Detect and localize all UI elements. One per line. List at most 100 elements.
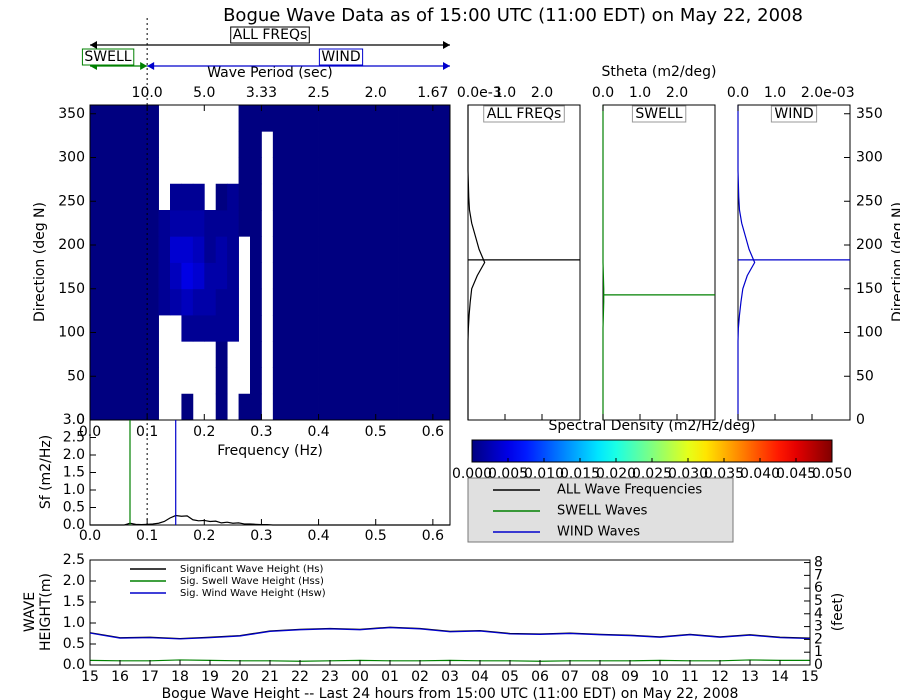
y-axis-label: Sf (m2/Hz) [38, 435, 54, 509]
heatmap-cell [112, 236, 125, 263]
heatmap-cell [284, 367, 297, 395]
heatmap-cell [284, 236, 297, 263]
heatmap-cell [432, 315, 445, 342]
heatmap-cell [375, 367, 388, 395]
heatmap-cell [375, 341, 388, 368]
heatmap-cell [272, 183, 285, 211]
heatmap-cell [112, 183, 125, 211]
heatmap-cell [432, 288, 445, 316]
y2-tick-label: 8 [814, 555, 823, 571]
spectrum-line [90, 514, 450, 526]
heatmap-cell [238, 183, 251, 211]
heatmap-cell [318, 131, 331, 158]
heatmap-cell [295, 105, 308, 132]
heatmap-cell [135, 131, 148, 158]
heatmap-cell [215, 183, 228, 211]
x-tick-label: 06 [531, 669, 549, 685]
y-axis-label: HEIGHT(m) [38, 573, 54, 651]
y2-tick-label: 1 [814, 644, 823, 660]
heatmap-cell [352, 288, 365, 316]
heatmap-cell [307, 341, 319, 368]
heatmap-cell [295, 157, 308, 185]
legend-label: SWELL Waves [557, 504, 648, 519]
heatmap-cell [318, 367, 331, 395]
heatmap-cell [364, 288, 377, 316]
heatmap-cell [318, 210, 331, 237]
x-tick-label: 0.3 [250, 424, 272, 440]
panel-bg [602, 104, 716, 421]
heatmap-cell [410, 105, 422, 132]
x-tick-label: 19 [201, 669, 219, 685]
top-tick-label: 5.0 [193, 85, 215, 101]
heatmap-cell [364, 183, 377, 211]
heatmap-cell [112, 262, 125, 290]
y-tick-label: 350 [58, 106, 85, 122]
x-tick-label: 1.0 [494, 85, 516, 101]
heatmap-cell [250, 236, 262, 263]
offset-label: e-03 [823, 85, 854, 101]
heatmap-cell [112, 288, 125, 316]
heatmap-cell [170, 262, 182, 290]
x-tick-label: 15 [81, 669, 99, 685]
y-axis-label: Direction (deg N) [890, 202, 900, 322]
heatmap-cell [90, 262, 102, 290]
x-tick-label: 0.0 [727, 85, 749, 101]
heatmap-cell [307, 210, 319, 237]
x-tick-label: 13 [741, 669, 759, 685]
heatmap-cell [330, 315, 342, 342]
x-tick-label: 11 [681, 669, 699, 685]
heatmap-cell [307, 183, 319, 211]
y-tick-label: 2.5 [63, 430, 85, 446]
y-tick-label: 300 [856, 150, 883, 166]
heatmap-cell [250, 131, 262, 158]
x-tick-label: 0.1 [136, 528, 158, 544]
heatmap-cell [272, 262, 285, 290]
y-tick-label: 0.5 [63, 636, 85, 652]
heatmap-cell [238, 105, 251, 132]
y-tick-label: 0.0 [63, 517, 85, 533]
heatmap-cell [135, 288, 148, 316]
heatmap-cell [330, 157, 342, 185]
heatmap-cell [147, 315, 159, 342]
heatmap-cell [444, 183, 451, 211]
heatmap-cell [272, 341, 285, 368]
heatmap-cell [307, 367, 319, 395]
heatmap-cell [181, 210, 194, 237]
heatmap-cell [387, 315, 399, 342]
y-tick-label: 150 [856, 281, 883, 297]
heatmap-cell [101, 105, 114, 132]
heatmap-cell [124, 288, 137, 316]
x-tick-label: 0.2 [193, 424, 215, 440]
heatmap-cell [90, 315, 102, 342]
y-axis-label: Direction (deg N) [32, 202, 48, 322]
heatmap-cell [90, 288, 102, 316]
heatmap-cell [147, 393, 159, 421]
heatmap-cell [250, 341, 262, 368]
heatmap-cell [387, 288, 399, 316]
heatmap-cell [250, 105, 262, 132]
top-tick-label: 2.5 [307, 85, 329, 101]
heatmap-cell [238, 210, 251, 237]
heatmap-cell [421, 131, 434, 158]
heatmap-cell [295, 210, 308, 237]
heatmap-cell [272, 236, 285, 263]
heatmap-cell [375, 105, 388, 132]
y-tick-label: 200 [58, 237, 85, 253]
heatmap-cell [398, 131, 411, 158]
heatmap-cell [272, 367, 285, 395]
range-label: ALL FREQs [233, 27, 308, 43]
y-tick-label: 100 [856, 325, 883, 341]
heatmap-cell [352, 183, 365, 211]
heatmap-cell [147, 262, 159, 290]
heatmap-cell [170, 210, 182, 237]
heatmap-cell [124, 393, 137, 421]
heatmap-cell [90, 183, 102, 211]
heatmap-cell [410, 341, 422, 368]
heatmap-cell [135, 210, 148, 237]
heatmap-cell [421, 262, 434, 290]
y2-tick-label: 3 [814, 619, 823, 635]
range-label: SWELL [84, 49, 131, 65]
heatmap-cell [364, 157, 377, 185]
x-tick-label: 17 [141, 669, 159, 685]
heatmap-cell [215, 236, 228, 263]
